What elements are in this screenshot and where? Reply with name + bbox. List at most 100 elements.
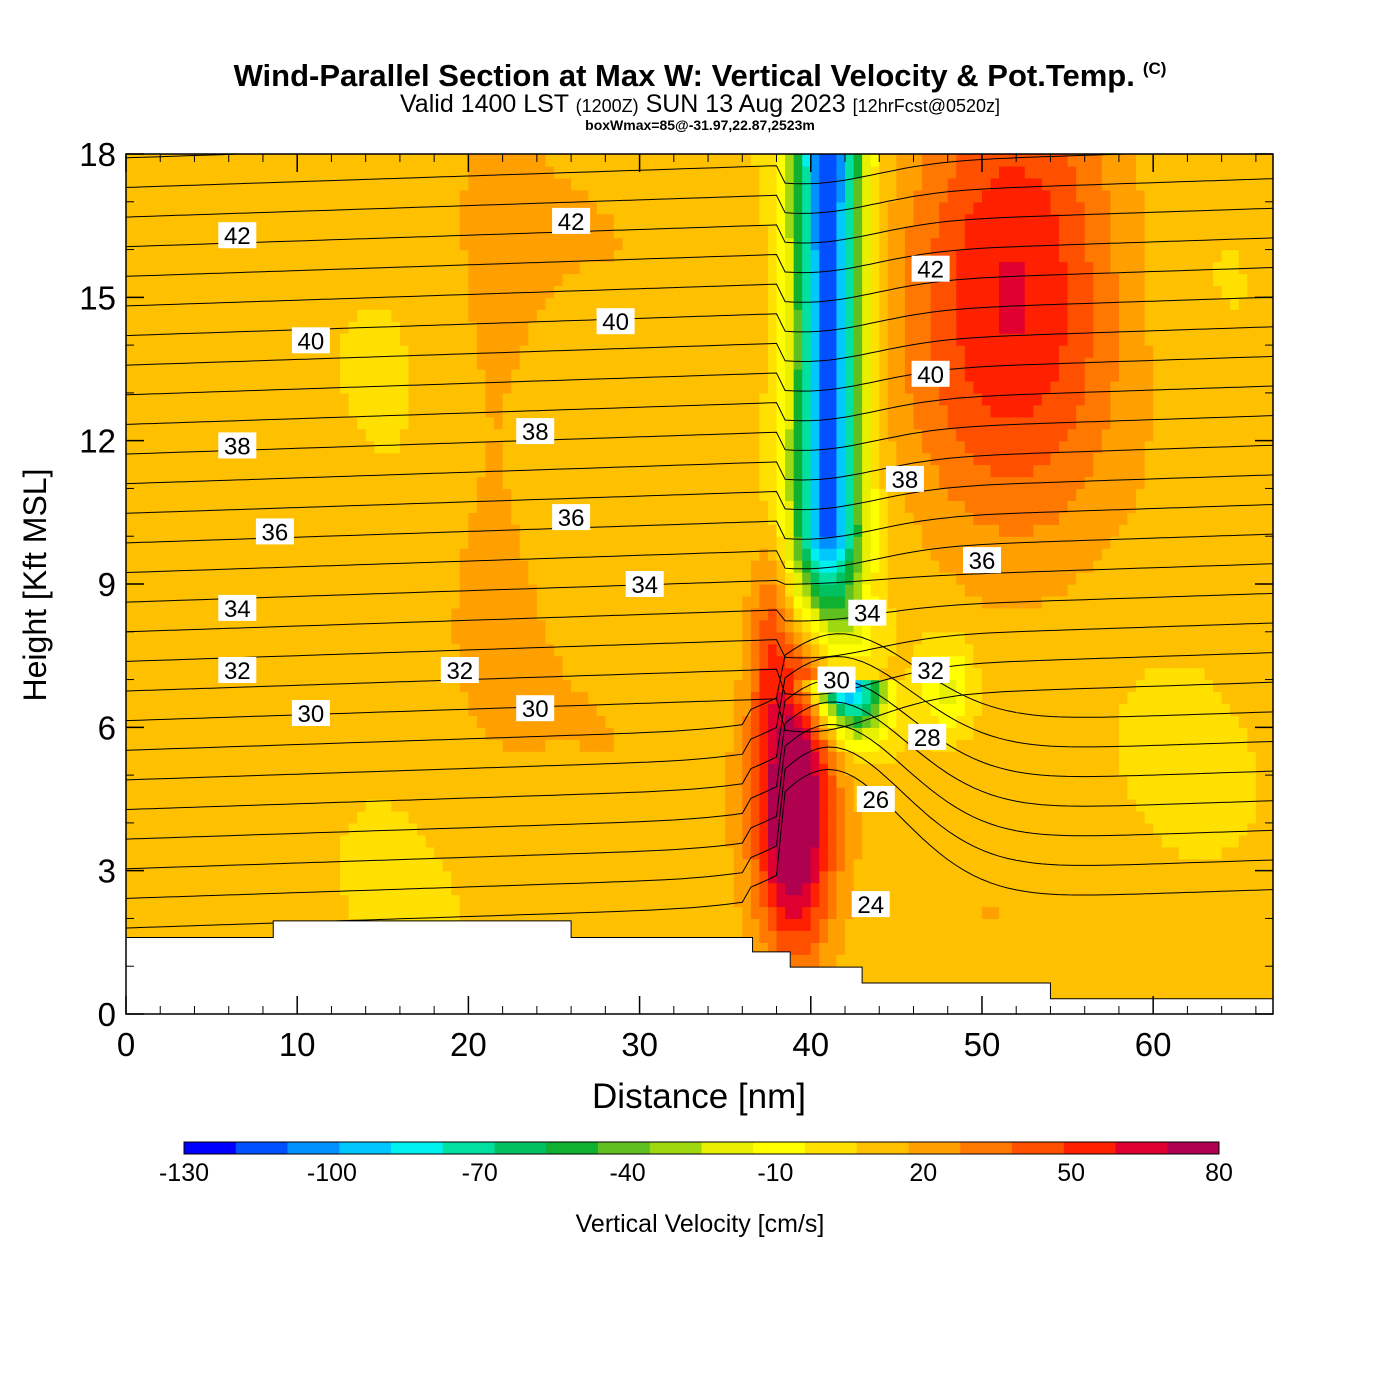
field-cell (1195, 810, 1206, 824)
field-cell (913, 607, 923, 621)
field-cell (708, 787, 718, 800)
field-cell (1033, 966, 1043, 979)
field-cell (211, 607, 221, 621)
field-cell (656, 631, 666, 645)
field-cell (1093, 882, 1103, 896)
field-cell (1136, 870, 1146, 884)
field-cell (631, 595, 641, 609)
field-cell (571, 715, 581, 728)
field-cell (613, 595, 624, 609)
field-cell (1007, 954, 1017, 967)
field-cell (1084, 763, 1094, 776)
field-cell (1178, 799, 1188, 812)
field-cell (708, 572, 718, 585)
field-cell (1067, 607, 1077, 621)
field-cell (1187, 584, 1197, 597)
field-cell (519, 727, 529, 740)
field-cell (810, 942, 820, 955)
field-cell (922, 691, 932, 705)
field-cell (665, 667, 675, 681)
field-cell (262, 882, 273, 896)
field-cell (237, 775, 247, 788)
field-cell (622, 810, 632, 824)
field-cell (827, 858, 838, 872)
field-cell (1110, 882, 1120, 896)
field-cell (819, 655, 829, 669)
field-cell (733, 810, 743, 824)
field-cell (699, 894, 709, 908)
field-cell (639, 775, 649, 788)
field-cell (1093, 990, 1103, 1003)
field-cell (459, 619, 469, 633)
field-cell (1264, 966, 1273, 979)
field-cell (682, 787, 692, 800)
field-cell (1118, 727, 1129, 740)
field-cell (1213, 739, 1223, 752)
field-cell (845, 739, 855, 752)
field-cell (331, 882, 341, 896)
field-cell (571, 775, 581, 788)
field-cell (725, 691, 735, 705)
field-cell (665, 763, 675, 776)
field-cell (331, 727, 341, 740)
field-cell (596, 595, 606, 609)
field-cell (1059, 703, 1069, 716)
field-cell (845, 846, 855, 860)
field-cell (613, 894, 624, 908)
field-cell (382, 703, 392, 716)
field-cell (1178, 775, 1188, 788)
field-cell (288, 739, 298, 752)
field-cell (1144, 763, 1154, 776)
field-cell (185, 822, 196, 836)
field-cell (733, 584, 743, 597)
field-cell (845, 775, 855, 788)
field-cell (690, 810, 701, 824)
field-cell (699, 810, 709, 824)
field-cell (459, 870, 469, 884)
field-cell (819, 691, 829, 705)
field-cell (896, 906, 906, 920)
field-cell (930, 834, 940, 848)
field-cell (904, 799, 915, 812)
field-cell (1187, 607, 1197, 621)
field-cell (288, 607, 298, 621)
field-cell (408, 715, 418, 728)
field-cell (485, 882, 495, 896)
field-cell (1084, 894, 1094, 908)
field-cell (314, 727, 324, 740)
field-cell (1084, 607, 1094, 621)
field-cell (1170, 918, 1180, 931)
field-cell (237, 882, 247, 896)
field-cell (1247, 619, 1257, 633)
field-cell (160, 679, 170, 693)
field-cell (1255, 894, 1266, 908)
field-cell (1195, 691, 1206, 705)
field-cell (442, 787, 452, 800)
field-cell (374, 595, 384, 609)
field-cell (631, 715, 641, 728)
field-cell (494, 906, 504, 920)
field-cell (750, 667, 761, 681)
field-cell (853, 846, 863, 860)
field-cell (1007, 870, 1017, 884)
field-cell (339, 607, 350, 621)
field-cell (545, 822, 555, 836)
field-cell (1204, 966, 1214, 979)
field-cell (1264, 978, 1273, 991)
field-cell (237, 572, 247, 585)
field-cell (185, 870, 196, 884)
field-cell (725, 572, 735, 585)
field-cell (314, 631, 324, 645)
field-cell (382, 584, 392, 597)
field-cell (939, 787, 949, 800)
field-cell (785, 667, 795, 681)
field-cell (314, 619, 324, 633)
field-cell (160, 834, 170, 848)
field-cell (382, 882, 392, 896)
field-cell (613, 906, 624, 920)
field-cell (126, 739, 136, 752)
field-cell (656, 751, 666, 764)
field-cell (1076, 643, 1086, 657)
field-cell (203, 703, 213, 716)
field-cell (1204, 882, 1214, 896)
